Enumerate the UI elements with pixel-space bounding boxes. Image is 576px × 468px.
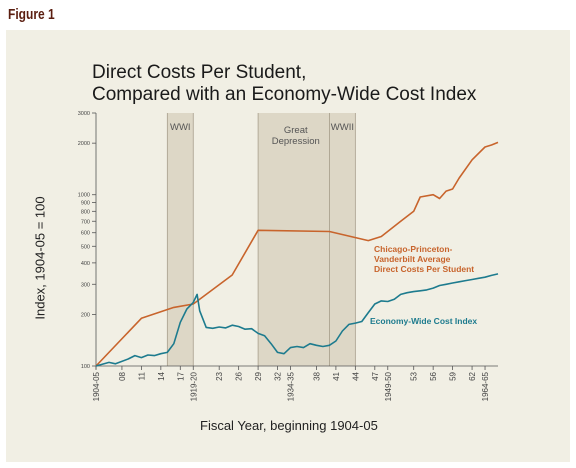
series-label-line: Economy-Wide Cost Index xyxy=(370,316,478,326)
x-tick-label: 38 xyxy=(312,371,321,380)
x-tick-label: 26 xyxy=(235,371,244,380)
x-tick-label: 47 xyxy=(371,371,380,380)
x-tick-label: 1949-50 xyxy=(384,371,393,401)
x-tick-label: 56 xyxy=(429,371,438,380)
y-axis-title: Index, 1904-05 = 100 xyxy=(32,196,48,320)
y-tick-label: 700 xyxy=(81,219,90,225)
y-tick-label: 100 xyxy=(81,364,90,370)
y-tick-label: 500 xyxy=(81,244,90,250)
x-tick-label: 44 xyxy=(351,371,360,380)
series-label-direct-costs: Chicago-Princeton- Vanderbilt Average Di… xyxy=(374,244,474,274)
x-tick-label: 1919-20 xyxy=(189,371,198,401)
direct-costs-line xyxy=(95,141,499,367)
shaded-period xyxy=(167,113,194,366)
y-tick-label: 3000 xyxy=(78,111,90,117)
series-label-line: Chicago-Princeton- xyxy=(374,244,453,254)
y-tick-label: 2000 xyxy=(78,141,90,147)
series-label-economy-index: Economy-Wide Cost Index xyxy=(370,316,477,326)
x-tick-label: 53 xyxy=(410,371,419,380)
period-label-wwi: WWI xyxy=(170,122,191,133)
chart-title-line2: Compared with an Economy-Wide Cost Index xyxy=(92,84,477,105)
x-axis-title: Fiscal Year, beginning 1904-05 xyxy=(200,418,378,433)
x-tick-label: 11 xyxy=(137,371,146,380)
y-tick-label: 800 xyxy=(81,209,90,215)
y-tick-label: 300 xyxy=(81,282,90,288)
y-tick-label: 600 xyxy=(81,231,90,237)
period-label-depression: Depression xyxy=(272,136,320,147)
series-label-line: Vanderbilt Average xyxy=(374,254,451,264)
chart-title-line1: Direct Costs Per Student, xyxy=(92,62,307,83)
x-tick-label: 1964-65 xyxy=(481,371,490,401)
x-tick-label: 41 xyxy=(332,371,341,380)
x-tick-label: 32 xyxy=(274,371,283,380)
x-tick-label: 29 xyxy=(254,371,263,380)
shaded-period xyxy=(258,113,330,366)
y-tick-label: 900 xyxy=(81,201,90,207)
x-tick-label: 14 xyxy=(157,371,166,380)
y-tick-label: 400 xyxy=(81,261,90,267)
period-label-wwii: WWII xyxy=(331,122,354,133)
figure-label: Figure 1 xyxy=(8,6,55,23)
y-tick-label: 1000 xyxy=(78,193,90,199)
shaded-period xyxy=(329,113,356,366)
x-tick-label: 62 xyxy=(468,371,477,380)
economy-index-line xyxy=(95,273,499,367)
x-tick-label: 23 xyxy=(215,371,224,380)
series-label-line: Direct Costs Per Student xyxy=(374,264,475,274)
x-tick-label: 08 xyxy=(118,371,127,380)
x-tick-label: 59 xyxy=(449,371,458,380)
period-label-depression: Great xyxy=(284,125,308,136)
x-tick-label: 1934-35 xyxy=(287,371,296,401)
y-tick-label: 200 xyxy=(81,312,90,318)
x-tick-label: 17 xyxy=(176,371,185,380)
x-tick-label: 1904-05 xyxy=(92,371,101,401)
